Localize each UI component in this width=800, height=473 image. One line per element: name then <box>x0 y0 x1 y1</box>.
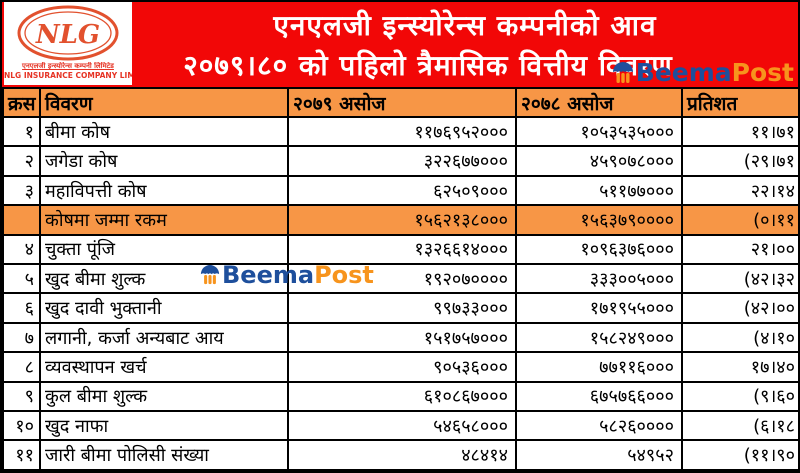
row-percent: (११।९० <box>681 439 798 471</box>
table-row: ४ चुक्ता पूंजि १३२६६१४००० १०९६३७६००० २१।… <box>2 233 798 266</box>
table-row: ८ व्यवस्थापन खर्च ९०५३६००० ७७११६००० १७।४… <box>2 351 798 383</box>
row-value-2079: १९२०७०००० <box>287 263 517 295</box>
row-value-2079: ९९७३३००० <box>287 292 517 324</box>
beemapost-word-post: Post <box>731 58 794 87</box>
nlg-monogram-text: NLG <box>35 20 100 50</box>
col-header-serial: क्रस <box>2 87 41 118</box>
row-value-2078: ३३३००५००० <box>515 263 683 295</box>
row-label: बीमा कोष <box>39 115 289 148</box>
table-row: ११ जारी बीमा पोलिसी संख्या ४८४१४ ५४९५२ (… <box>2 439 798 471</box>
row-percent: (४।१० <box>681 321 798 354</box>
col-header-2079: २०७९ असोज <box>287 87 517 118</box>
nlg-logo: NLG एनएलजी इन्स्योरेन्स कम्पनी लिमिटेड N… <box>4 2 132 85</box>
row-label: कोषमा जम्मा रकम <box>39 204 289 236</box>
financial-table: क्रस विवरण २०७९ असोज २०७८ असोज प्रतिशत १… <box>2 87 798 471</box>
row-serial <box>2 204 41 236</box>
row-value-2079: ११७६९५२००० <box>287 115 517 148</box>
row-value-2079: ३२२६७७००० <box>287 145 517 177</box>
row-serial: ११ <box>2 439 41 471</box>
row-value-2078: ४५९०७८००० <box>515 145 683 177</box>
row-value-2079: १३२६६१४००० <box>287 233 517 266</box>
table-row: ३ महाविपत्ती कोष ६२५०९००० ५११७७००० २२।१४ <box>2 174 798 207</box>
row-value-2079: ६१०८६७००० <box>287 380 517 413</box>
row-label: कुल बीमा शुल्क <box>39 380 289 413</box>
beemapost-logo-header: Beema Post <box>612 60 794 85</box>
row-value-2078: १५६३७९०००० <box>515 204 683 236</box>
beemapost-watermark: Beema Post <box>200 263 374 287</box>
nlg-name-nepali: एनएलजी इन्स्योरेन्स कम्पनी लिमिटेड <box>22 62 114 70</box>
row-label: खुद नाफा <box>39 410 289 442</box>
row-value-2079: ६२५०९००० <box>287 174 517 207</box>
umbrella-icon <box>612 61 633 83</box>
table-row: ६ खुद दावी भुक्तानी ९९७३३००० १७१९५५००० (… <box>2 292 798 324</box>
table-row: २ जगेडा कोष ३२२६७७००० ४५९०७८००० (२९।७१ <box>2 145 798 177</box>
row-label: महाविपत्ती कोष <box>39 174 289 207</box>
row-percent: (०।११ <box>681 204 798 236</box>
row-value-2079: १५१७५७००० <box>287 321 517 354</box>
row-value-2078: ५८२६०००० <box>515 410 683 442</box>
row-label: खुद बीमा शुल्क <box>39 263 289 295</box>
row-serial: ९ <box>2 380 41 413</box>
row-value-2079: ४८४१४ <box>287 439 517 471</box>
row-label: जारी बीमा पोलिसी संख्या <box>39 439 289 471</box>
table-row: ९ कुल बीमा शुल्क ६१०८६७००० ६७५७६६००० (९।… <box>2 380 798 413</box>
table-row: १ बीमा कोष ११७६९५२००० १०५३५३५००० ११।७१ <box>2 115 798 148</box>
table-row: ५ खुद बीमा शुल्क १९२०७०००० ३३३००५००० (४२… <box>2 263 798 295</box>
row-percent: २१।०० <box>681 233 798 266</box>
title-line-1: एनएलजी इन्स्योरेन्स कम्पनीको आव <box>273 9 657 42</box>
row-label: जगेडा कोष <box>39 145 289 177</box>
row-serial: १ <box>2 115 41 148</box>
row-label: व्यवस्थापन खर्च <box>39 351 289 383</box>
row-value-2078: ५११७७००० <box>515 174 683 207</box>
row-percent: (९।६० <box>681 380 798 413</box>
row-percent: (६।१८ <box>681 410 798 442</box>
table-row: १० खुद नाफा ५४६५८००० ५८२६०००० (६।१८ <box>2 410 798 442</box>
row-value-2079: १५६२१३८००० <box>287 204 517 236</box>
row-serial: ३ <box>2 174 41 207</box>
row-value-2078: १०५३५३५००० <box>515 115 683 148</box>
umbrella-icon <box>200 265 220 285</box>
row-value-2078: ७७११६००० <box>515 351 683 383</box>
nlg-monogram-icon: NLG <box>17 5 119 61</box>
row-value-2078: १७१९५५००० <box>515 292 683 324</box>
col-header-detail: विवरण <box>39 87 289 118</box>
col-header-2078: २०७८ असोज <box>515 87 683 118</box>
row-label: खुद दावी भुक्तानी <box>39 292 289 324</box>
row-percent: (४२।०० <box>681 292 798 324</box>
row-percent: (४२।३२ <box>681 263 798 295</box>
row-label: चुक्ता पूंजि <box>39 233 289 266</box>
banner-titles: एनएलजी इन्स्योरेन्स कम्पनीको आव २०७९।८० … <box>134 2 796 87</box>
row-percent: २२।१४ <box>681 174 798 207</box>
row-value-2078: ६७५७६६००० <box>515 380 683 413</box>
nlg-name-english: NLG INSURANCE COMPANY LIMITED <box>4 71 132 80</box>
table-row: ७ लगानी, कर्जा अन्यबाट आय १५१७५७००० १५८२… <box>2 321 798 354</box>
row-serial: ४ <box>2 233 41 266</box>
row-label: लगानी, कर्जा अन्यबाट आय <box>39 321 289 354</box>
row-value-2078: १५८२४९००० <box>515 321 683 354</box>
table-header-row: क्रस विवरण २०७९ असोज २०७८ असोज प्रतिशत <box>2 87 798 118</box>
row-serial: ५ <box>2 263 41 295</box>
row-serial: ८ <box>2 351 41 383</box>
row-serial: १० <box>2 410 41 442</box>
row-serial: २ <box>2 145 41 177</box>
row-value-2078: १०९६३७६००० <box>515 233 683 266</box>
col-header-percent: प्रतिशत <box>681 87 798 118</box>
row-percent: १७।४० <box>681 351 798 383</box>
header-banner: NLG एनएलजी इन्स्योरेन्स कम्पनी लिमिटेड N… <box>2 2 798 87</box>
row-serial: ७ <box>2 321 41 354</box>
row-value-2079: ५४६५८००० <box>287 410 517 442</box>
beemapost-word-beema: Beema <box>222 261 315 289</box>
row-percent: (२९।७१ <box>681 145 798 177</box>
title-line-2: २०७९।८० को पहिलो त्रैमासिक वित्तीय विवरण <box>183 49 673 82</box>
beemapost-word-beema: Beema <box>635 58 732 87</box>
row-value-2079: ९०५३६००० <box>287 351 517 383</box>
row-percent: ११।७१ <box>681 115 798 148</box>
row-value-2078: ५४९५२ <box>515 439 683 471</box>
beemapost-word-post: Post <box>314 261 374 289</box>
table-row-total-funds: कोषमा जम्मा रकम १५६२१३८००० १५६३७९०००० (०… <box>2 204 798 236</box>
row-serial: ६ <box>2 292 41 324</box>
